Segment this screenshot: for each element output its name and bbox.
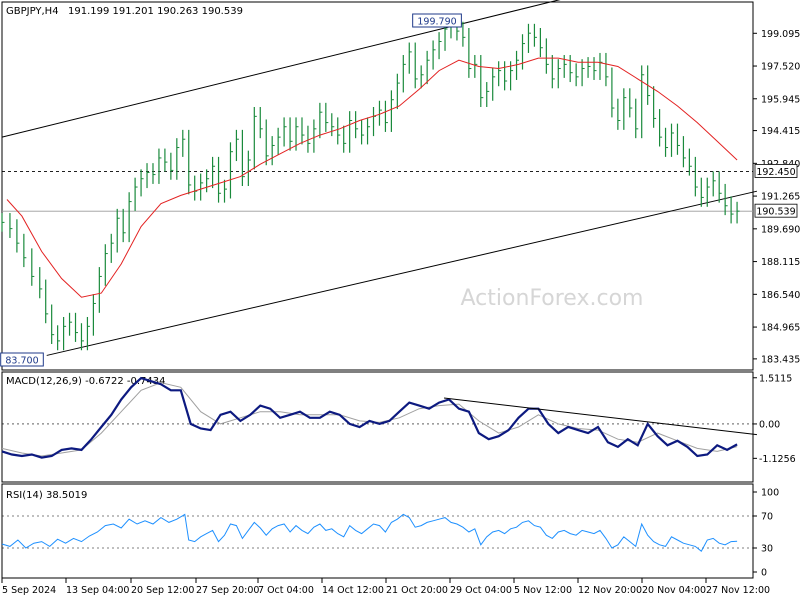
lower-channel-line [46, 190, 758, 356]
price-series [1, 15, 740, 351]
time-tick-label: 12 Nov 20:00 [578, 585, 642, 596]
time-tick-label: 7 Oct 04:00 [258, 585, 314, 596]
macd-series [1, 376, 757, 459]
time-tick-label: 5 Nov 12:00 [514, 585, 572, 596]
time-tick-label: 27 Sep 20:00 [196, 585, 259, 596]
price-panel-border [1, 1, 754, 371]
macd-line [1, 376, 738, 459]
time-tick-label: 29 Oct 04:00 [450, 585, 512, 596]
time-tick-label: 27 Nov 12:00 [706, 585, 770, 596]
macd-trendline [443, 397, 757, 436]
price-markers: 199.790 83.700 192.450 190.539 [0, 13, 798, 367]
price-tick-label: 189.690 [761, 224, 800, 235]
time-tick-label: 20 Nov 04:00 [642, 585, 706, 596]
ma-line [6, 57, 738, 298]
high-label-box [412, 13, 462, 28]
rsi-panel-border [1, 483, 754, 579]
symbol-label: GBPJPY,H4 [6, 6, 59, 17]
price-tick-label: 183.435 [761, 354, 800, 365]
macd-tick-label: -1.1256 [759, 454, 796, 465]
rsi-tick-label: 70 [761, 512, 773, 523]
price-tick-label: 197.520 [761, 62, 800, 73]
rsi-tick-label: 0 [761, 568, 767, 579]
price-tick-label: 194.415 [761, 126, 800, 137]
macd-title: MACD(12,26,9) -0.6722 -0.7434 [6, 376, 166, 387]
watermark-text: ActionForex.com [461, 286, 644, 311]
macd-panel-border [1, 371, 754, 483]
rsi-axis: 100 70 30 0 [2, 488, 779, 579]
price-tick-label: 191.265 [761, 192, 800, 203]
upper-channel-line [1, 0, 561, 138]
time-axis: 5 Sep 2024 13 Sep 04:00 20 Sep 12:00 27 Sep… [1, 578, 770, 596]
price-panel: ActionForex.com GBPJPY,H4 191.199 191.20… [0, 0, 800, 371]
rsi-tick-label: 30 [761, 544, 773, 555]
current-price-label-box [754, 203, 798, 218]
price-tick-label: 195.945 [761, 94, 800, 105]
macd-tick-label: 1.5115 [759, 373, 792, 384]
low-label: 83.700 [5, 356, 38, 367]
macd-tick-label: 0.00 [759, 419, 780, 430]
time-tick-label: 14 Oct 12:00 [322, 585, 384, 596]
time-tick-label: 5 Sep 2024 [2, 585, 56, 596]
low-label-box [0, 352, 44, 367]
moving-average [6, 57, 738, 298]
time-tick-label: 21 Oct 20:00 [386, 585, 448, 596]
support-price-label-box [754, 164, 798, 178]
price-tick-label: 188.115 [761, 257, 800, 268]
support-price-label: 192.450 [756, 167, 795, 178]
rsi-title: RSI(14) 38.5019 [6, 490, 87, 501]
high-label: 199.790 [417, 17, 456, 28]
rsi-tick-label: 100 [761, 488, 779, 499]
current-price-label: 190.539 [756, 207, 795, 218]
rsi-line [1, 513, 738, 552]
rsi-series [1, 513, 738, 552]
channel-lines [1, 0, 758, 356]
price-tick-label: 184.965 [761, 323, 800, 334]
price-tick-label: 186.540 [761, 290, 800, 301]
rsi-panel: RSI(14) 38.5019 100 70 30 0 [1, 483, 779, 579]
time-tick-label: 20 Sep 12:00 [131, 585, 194, 596]
ohlc-header: 191.199 191.201 190.263 190.539 [68, 6, 243, 17]
time-tick-label: 13 Sep 04:00 [66, 585, 129, 596]
macd-panel: MACD(12,26,9) -0.6722 -0.7434 1.5115 0.00… [1, 371, 796, 483]
price-tick-label: 199.095 [761, 29, 800, 40]
